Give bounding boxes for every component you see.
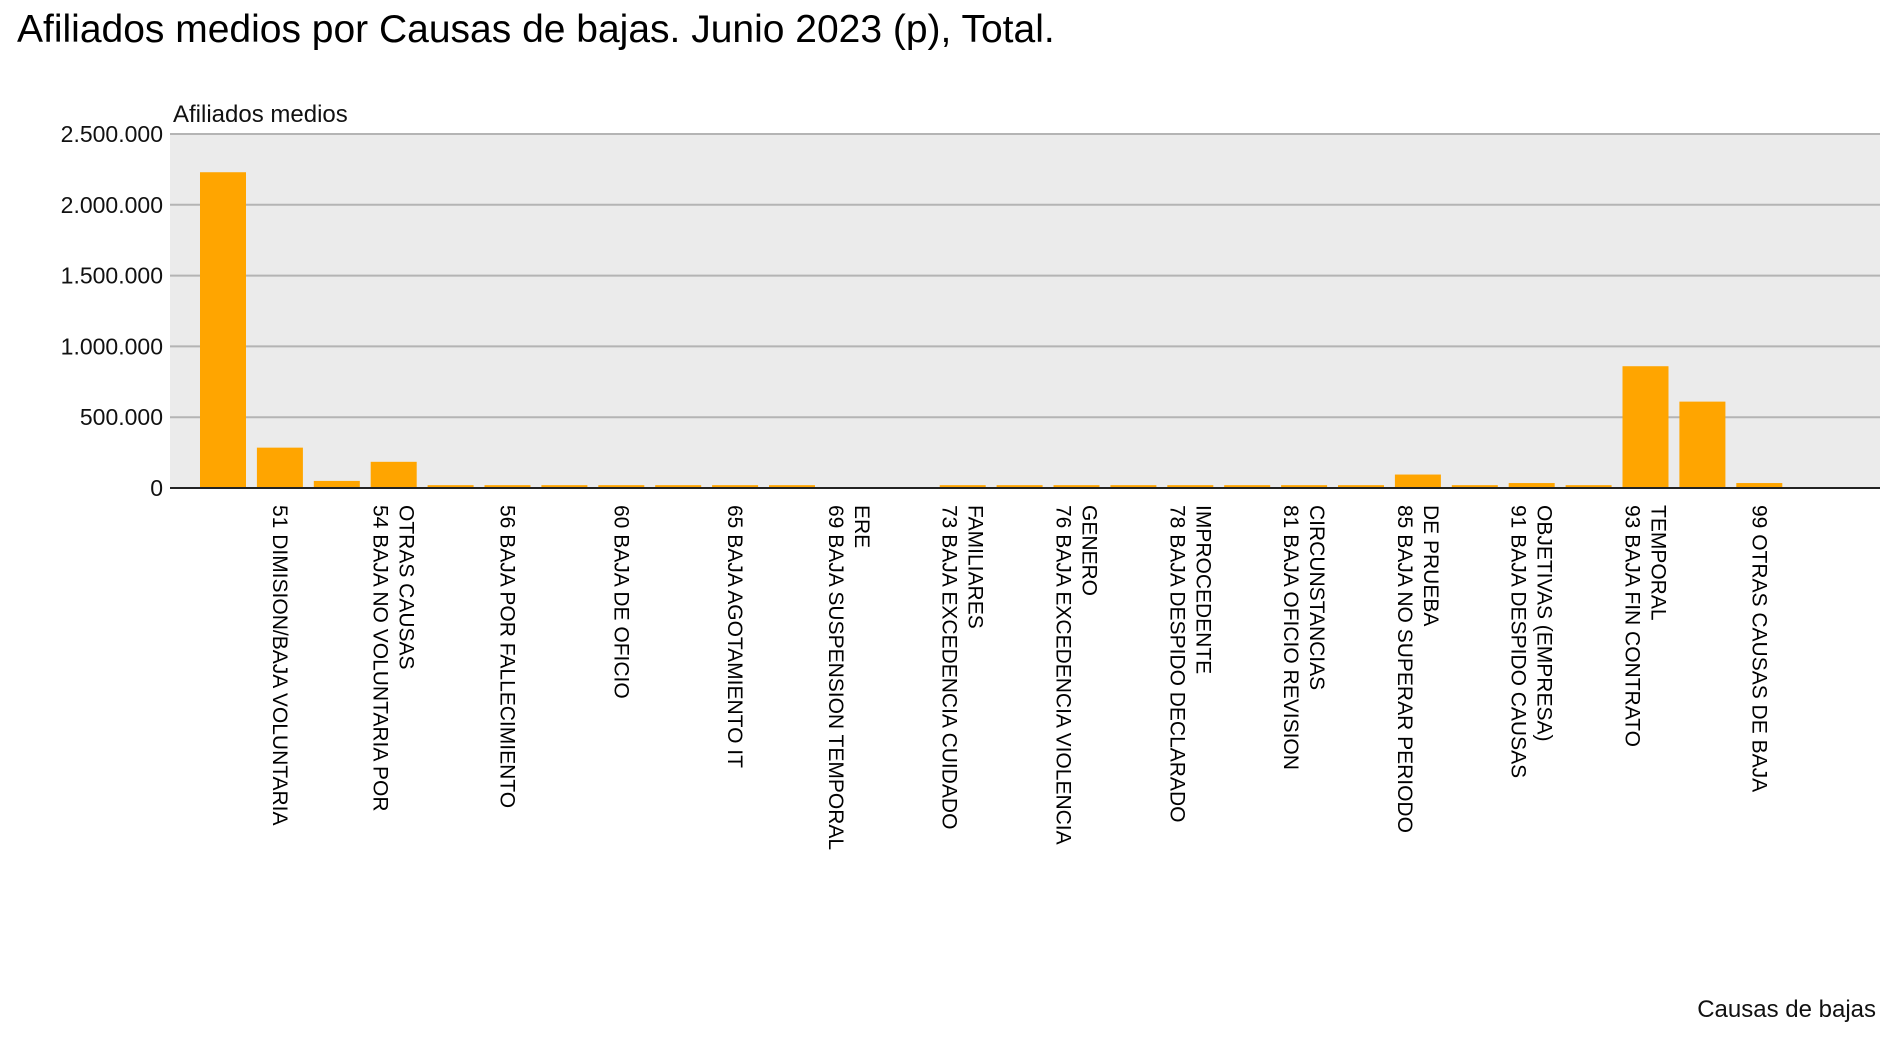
bar bbox=[1736, 483, 1783, 488]
x-tick-label-line: 91 BAJA DESPIDO CAUSAS bbox=[1507, 505, 1530, 778]
x-tick-label: 65 BAJA AGOTAMIENTO IT bbox=[723, 505, 746, 768]
bar bbox=[655, 485, 702, 488]
x-tick-label-line: 81 BAJA OFICIO REVISION bbox=[1279, 505, 1302, 770]
bar bbox=[1508, 483, 1555, 488]
y-tick-label: 2.500.000 bbox=[61, 121, 163, 147]
bar bbox=[1338, 485, 1384, 488]
y-axis-label: Afiliados medios bbox=[173, 101, 348, 128]
y-tick-label: 500.000 bbox=[80, 404, 163, 430]
bar bbox=[256, 447, 303, 488]
bar bbox=[1110, 485, 1157, 488]
x-tick-label: 51 DIMISION/BAJA VOLUNTARIA bbox=[268, 505, 291, 826]
bar bbox=[427, 485, 474, 488]
y-tick-label: 1.000.000 bbox=[61, 333, 163, 359]
x-tick-label-line: 65 BAJA AGOTAMIENTO IT bbox=[723, 505, 746, 768]
x-tick-label: 93 BAJA FIN CONTRATO TEMPORAL bbox=[1621, 505, 1670, 747]
x-tick-label-line: CIRCUNSTANCIAS bbox=[1305, 505, 1328, 690]
chart-title: Afiliados medios por Causas de bajas. Ju… bbox=[17, 8, 1055, 51]
bar bbox=[1565, 485, 1612, 488]
plot-area bbox=[170, 134, 1880, 488]
y-tick-label: 2.000.000 bbox=[61, 192, 163, 218]
x-tick-label-line: FAMILIARES bbox=[964, 505, 987, 629]
x-tick-label-line: GENERO bbox=[1078, 505, 1101, 596]
bars bbox=[200, 172, 1783, 488]
bar bbox=[1281, 485, 1328, 488]
bar bbox=[1224, 485, 1271, 488]
x-tick-label-line: DE PRUEBA bbox=[1419, 505, 1442, 626]
x-tick-label: 81 BAJA OFICIO REVISION CIRCUNSTANCIAS bbox=[1279, 505, 1328, 770]
bar bbox=[939, 485, 986, 488]
bar bbox=[1451, 485, 1498, 488]
x-tick-label-line: 78 BAJA DESPIDO DECLARADO bbox=[1165, 505, 1188, 822]
y-tick-label: 0 bbox=[150, 475, 163, 501]
bar bbox=[1622, 366, 1669, 488]
x-tick-label-line: 56 BAJA POR FALLECIMIENTO bbox=[496, 505, 519, 808]
bar bbox=[370, 461, 417, 488]
x-tick-label-line: OBJETIVAS (EMPRESA) bbox=[1533, 505, 1556, 742]
x-tick-label-line: 54 BAJA NO VOLUNTARIA POR bbox=[369, 505, 392, 812]
x-tick-label: 73 BAJA EXCEDENCIA CUIDADO FAMILIARES bbox=[938, 505, 987, 829]
x-tick-label-line: 51 DIMISION/BAJA VOLUNTARIA bbox=[268, 505, 291, 826]
bar bbox=[1394, 474, 1441, 488]
x-axis-ticks: 51 DIMISION/BAJA VOLUNTARIA 54 BAJA NO VO… bbox=[268, 505, 1770, 850]
bar bbox=[1053, 485, 1100, 488]
x-tick-label-line: IMPROCEDENTE bbox=[1191, 505, 1214, 674]
bar bbox=[313, 480, 360, 488]
bar bbox=[1167, 485, 1214, 488]
x-tick-label: 78 BAJA DESPIDO DECLARADO IMPROCEDENTE bbox=[1165, 505, 1214, 822]
gridlines bbox=[170, 133, 1880, 419]
x-tick-label: 85 BAJA NO SUPERAR PERIODO DE PRUEBA bbox=[1393, 505, 1442, 833]
x-tick-label-line: 99 OTRAS CAUSAS DE BAJA bbox=[1747, 505, 1770, 792]
x-tick-label: 69 BAJA SUSPENSION TEMPORAL ERE bbox=[824, 505, 873, 850]
bar bbox=[712, 485, 759, 488]
x-tick-label-line: 60 BAJA DE OFICIO bbox=[609, 505, 632, 699]
x-tick-label: 99 OTRAS CAUSAS DE BAJA bbox=[1747, 505, 1770, 792]
x-tick-label-line: 85 BAJA NO SUPERAR PERIODO bbox=[1393, 505, 1416, 833]
x-tick-label: 91 BAJA DESPIDO CAUSAS OBJETIVAS (EMPRESA… bbox=[1507, 505, 1556, 778]
bar bbox=[484, 485, 531, 488]
x-tick-label: 54 BAJA NO VOLUNTARIA POR OTRAS CAUSAS bbox=[369, 505, 418, 812]
y-tick-label: 1.500.000 bbox=[61, 263, 163, 289]
x-tick-label-line: ERE bbox=[850, 505, 873, 548]
bar bbox=[541, 485, 588, 488]
x-axis-label: Causas de bajas bbox=[1697, 996, 1876, 1023]
x-tick-label: 56 BAJA POR FALLECIMIENTO bbox=[496, 505, 519, 808]
bar bbox=[598, 485, 645, 488]
bar bbox=[200, 172, 246, 488]
x-tick-label-line: 73 BAJA EXCEDENCIA CUIDADO bbox=[938, 505, 961, 829]
x-tick-label: 60 BAJA DE OFICIO bbox=[609, 505, 632, 699]
bar bbox=[996, 485, 1043, 488]
bar bbox=[769, 485, 815, 488]
x-tick-label: 76 BAJA EXCEDENCIA VIOLENCIA GENERO bbox=[1052, 505, 1101, 845]
x-tick-label-line: 69 BAJA SUSPENSION TEMPORAL bbox=[824, 505, 847, 850]
y-axis-ticks: 0 500.000 1.000.000 1.500.000 2.000.000 2.500… bbox=[61, 121, 163, 501]
x-tick-label-line: OTRAS CAUSAS bbox=[395, 505, 418, 670]
x-tick-label-line: 93 BAJA FIN CONTRATO bbox=[1621, 505, 1644, 747]
bar bbox=[1679, 401, 1726, 488]
x-tick-label-line: 76 BAJA EXCEDENCIA VIOLENCIA bbox=[1052, 505, 1075, 845]
x-tick-label-line: TEMPORAL bbox=[1647, 505, 1670, 621]
